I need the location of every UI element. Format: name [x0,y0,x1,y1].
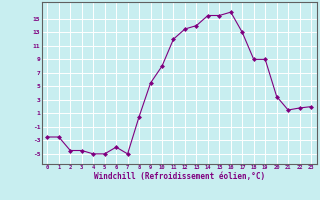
X-axis label: Windchill (Refroidissement éolien,°C): Windchill (Refroidissement éolien,°C) [94,172,265,181]
